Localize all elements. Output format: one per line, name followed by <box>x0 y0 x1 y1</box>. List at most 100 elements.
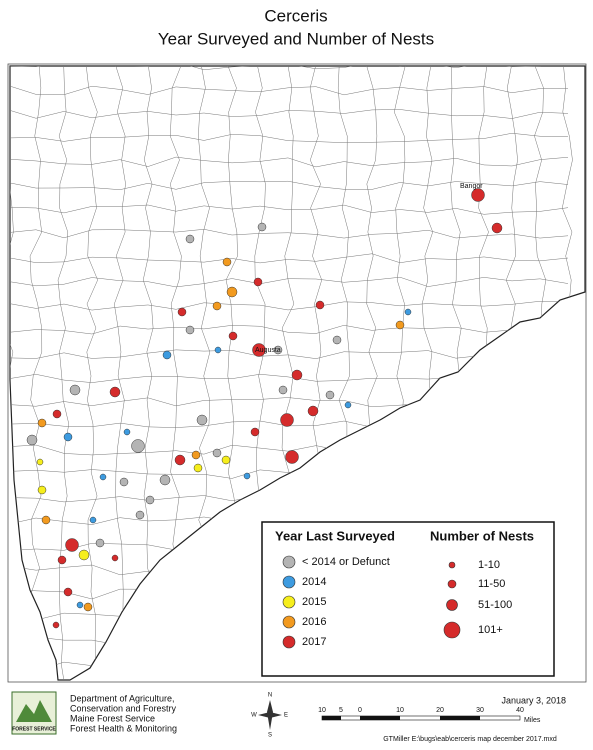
agency: Maine Forest Service <box>70 713 155 723</box>
site <box>177 307 187 317</box>
site <box>65 538 79 552</box>
legend-swatch <box>282 595 296 609</box>
logo <box>11 691 57 735</box>
agency: Conservation and Forestry <box>70 703 177 713</box>
boundary <box>10 301 569 311</box>
site <box>99 473 107 481</box>
site <box>63 587 73 597</box>
legend-swatch <box>282 615 296 629</box>
site <box>196 414 208 426</box>
compass: W <box>251 713 257 719</box>
scale-unit: Miles <box>524 717 541 724</box>
site <box>159 474 171 486</box>
site <box>123 428 131 436</box>
boundary <box>10 253 569 264</box>
date: January 3, 2018 <box>501 695 566 705</box>
legend: Year Last Surveyed Number of Nests < 201… <box>261 521 555 677</box>
boundary <box>114 66 126 680</box>
footer: FOREST SERVICE Department of Agriculture… <box>11 691 566 743</box>
legend-label: 2014 <box>302 576 326 588</box>
boundary <box>29 66 43 680</box>
site <box>307 405 319 417</box>
site <box>193 463 203 473</box>
north-arrow <box>258 712 282 718</box>
site <box>191 450 201 460</box>
scale-bar <box>321 715 521 721</box>
legend-swatch <box>447 579 457 589</box>
site <box>111 554 119 562</box>
site <box>89 516 97 524</box>
scale-bar <box>360 716 400 720</box>
legend-label: 2017 <box>302 636 326 648</box>
scale-label: 10 <box>396 707 404 714</box>
site <box>214 346 222 354</box>
site <box>26 434 38 446</box>
credit: GTMiller E:\bugs\eab\cerceris map decemb… <box>383 736 557 743</box>
boundary <box>10 156 569 168</box>
survey-sites <box>26 188 503 629</box>
site <box>250 427 260 437</box>
site <box>221 455 231 465</box>
legend-label: < 2014 or Defunct <box>302 556 390 568</box>
place-label: Bangor <box>460 183 483 190</box>
site <box>325 390 335 400</box>
subtitle: Year Surveyed and Number of Nests <box>158 29 434 48</box>
site <box>471 188 485 202</box>
legend-label: 11-50 <box>478 578 505 590</box>
site <box>315 300 325 310</box>
site <box>95 538 105 548</box>
title: Cerceris <box>264 6 327 25</box>
agency: Department of Agriculture, <box>70 693 175 703</box>
site <box>285 450 299 464</box>
site <box>228 331 238 341</box>
legend-label: 1-10 <box>478 559 500 571</box>
boundary <box>10 276 569 288</box>
legend-title: Year Last Surveyed <box>275 528 395 543</box>
site <box>162 350 172 360</box>
site <box>37 485 47 495</box>
agency: Forest Health & Monitoring <box>70 723 177 733</box>
site <box>52 409 62 419</box>
site <box>36 458 44 466</box>
legend-label: 2015 <box>302 596 326 608</box>
boundary <box>57 66 70 680</box>
site <box>491 222 503 234</box>
place-label: Augusta <box>255 347 281 354</box>
site <box>109 386 121 398</box>
site <box>253 277 263 287</box>
site <box>344 401 352 409</box>
scale-bar <box>440 716 480 720</box>
site <box>332 335 342 345</box>
boundary <box>10 229 569 239</box>
boundary <box>10 204 569 215</box>
site <box>212 301 222 311</box>
site <box>226 286 238 298</box>
legend-swatch <box>282 575 296 589</box>
scale-label: 20 <box>436 707 444 714</box>
site <box>78 549 90 561</box>
site <box>252 343 266 357</box>
site <box>185 325 195 335</box>
site <box>395 320 405 330</box>
boundary <box>10 349 569 359</box>
scale-label: 0 <box>358 707 362 714</box>
site <box>145 495 155 505</box>
site <box>63 432 73 442</box>
legend-swatch <box>282 555 296 569</box>
site <box>185 234 195 244</box>
site <box>131 439 145 453</box>
site <box>57 555 67 565</box>
site <box>280 413 294 427</box>
site <box>76 601 84 609</box>
legend-label: 51-100 <box>478 599 512 611</box>
boundary <box>85 66 98 680</box>
boundary <box>10 180 569 190</box>
compass: E <box>284 713 288 719</box>
site <box>119 477 129 487</box>
site <box>404 308 412 316</box>
site <box>41 515 51 525</box>
legend-swatch <box>446 599 458 611</box>
site <box>291 369 303 381</box>
scale-label: 30 <box>476 707 484 714</box>
compass: N <box>268 693 272 699</box>
